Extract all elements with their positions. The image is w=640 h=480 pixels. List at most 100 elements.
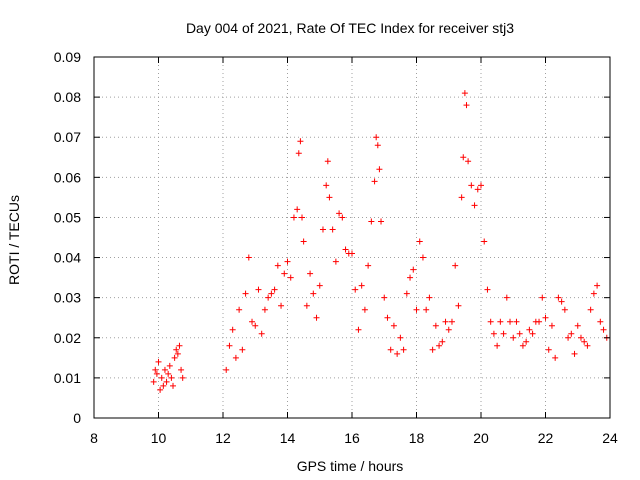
data-point (332, 258, 339, 265)
data-point (307, 270, 314, 277)
data-point (365, 262, 372, 269)
data-point (387, 346, 394, 353)
y-tick-label: 0.09 (54, 49, 81, 65)
data-point (376, 166, 383, 173)
data-point (397, 334, 404, 341)
y-tick-label: 0.01 (54, 370, 81, 386)
data-point (274, 262, 281, 269)
data-point (581, 338, 588, 345)
y-axis-title: ROTI / TECUs (6, 195, 22, 285)
data-point (278, 302, 285, 309)
data-point (426, 294, 433, 301)
data-points (150, 90, 610, 393)
y-tick-label: 0.08 (54, 89, 81, 105)
data-point (529, 330, 536, 337)
data-point (245, 254, 252, 261)
data-point (316, 282, 323, 289)
data-point (155, 358, 162, 365)
data-point (516, 330, 523, 337)
data-point (561, 306, 568, 313)
data-point (555, 294, 562, 301)
data-point (323, 182, 330, 189)
data-point (523, 338, 530, 345)
y-tick-label: 0.06 (54, 169, 81, 185)
data-point (158, 374, 165, 381)
data-point (407, 274, 414, 281)
data-point (539, 294, 546, 301)
data-point (400, 346, 407, 353)
data-point (487, 318, 494, 325)
data-point (324, 158, 331, 165)
y-tick-label: 0.03 (54, 290, 81, 306)
data-point (265, 294, 272, 301)
data-point (352, 286, 359, 293)
data-point (173, 346, 180, 353)
data-point (507, 318, 514, 325)
x-tick-label: 18 (409, 430, 425, 446)
data-point (452, 262, 459, 269)
data-point (378, 218, 385, 225)
data-point (163, 378, 170, 385)
data-point (548, 322, 555, 329)
data-point (284, 258, 291, 265)
data-point (577, 334, 584, 341)
data-point (571, 350, 578, 357)
data-point (494, 342, 501, 349)
data-point (290, 214, 297, 221)
data-point (597, 318, 604, 325)
data-point (299, 214, 306, 221)
data-point (268, 290, 275, 297)
data-point (381, 294, 388, 301)
x-tick-label: 16 (344, 430, 360, 446)
data-point (458, 194, 465, 201)
data-point (587, 306, 594, 313)
data-point (503, 294, 510, 301)
x-tick-label: 22 (538, 430, 554, 446)
data-point (429, 346, 436, 353)
data-point (484, 286, 491, 293)
axis-ticks (93, 56, 611, 419)
data-point (168, 374, 175, 381)
data-point (590, 290, 597, 297)
data-point (403, 290, 410, 297)
data-point (442, 318, 449, 325)
data-point (390, 322, 397, 329)
data-point (448, 318, 455, 325)
data-point (384, 314, 391, 321)
data-point (471, 202, 478, 209)
data-point (574, 322, 581, 329)
data-point (153, 370, 160, 377)
y-axis-tick-labels: 0 0.01 0.02 0.03 0.04 0.05 0.06 0.07 0.08 0.09 (54, 49, 81, 426)
data-point (271, 286, 278, 293)
data-point (342, 246, 349, 253)
data-point (481, 238, 488, 245)
data-point (419, 254, 426, 261)
x-axis-title: GPS time / hours (297, 458, 404, 474)
data-point (497, 318, 504, 325)
data-point (313, 314, 320, 321)
data-point (423, 306, 430, 313)
y-tick-label: 0.02 (54, 330, 81, 346)
x-tick-label: 14 (280, 430, 296, 446)
data-point (558, 298, 565, 305)
data-point (461, 90, 468, 97)
x-tick-label: 10 (151, 430, 167, 446)
x-tick-label: 20 (473, 430, 489, 446)
data-point (329, 226, 336, 233)
data-point (536, 318, 543, 325)
data-point (303, 302, 310, 309)
data-point (439, 338, 446, 345)
data-point (371, 178, 378, 185)
data-point (249, 318, 256, 325)
data-point (157, 386, 164, 393)
data-point (300, 238, 307, 245)
data-point (432, 322, 439, 329)
data-point (600, 326, 607, 333)
data-point (294, 206, 301, 213)
data-point (416, 238, 423, 245)
y-tick-label: 0.07 (54, 129, 81, 145)
data-point (229, 326, 236, 333)
data-point (165, 370, 172, 377)
data-point (552, 354, 559, 361)
data-point (542, 314, 549, 321)
